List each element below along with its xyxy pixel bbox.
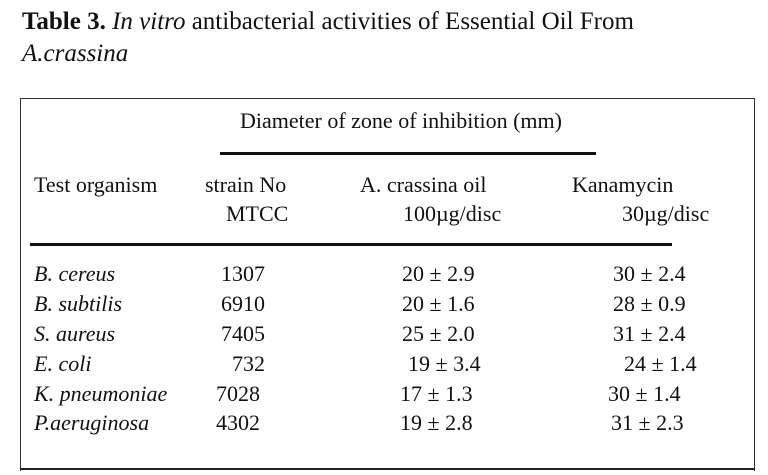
row-oil-value: 20 ± 2.9 (402, 261, 475, 286)
row-strain: 1307 (221, 261, 265, 286)
row-kanamycin-value: 28 ± 0.9 (613, 291, 686, 316)
row-oil-value: 25 ± 2.0 (402, 321, 475, 346)
row-kanamycin-value: 30 ± 1.4 (608, 381, 681, 406)
row-oil-value: 19 ± 2.8 (400, 410, 473, 435)
column-header-strain-line2: MTCC (226, 201, 289, 226)
row-organism: P.aeruginosa (34, 410, 150, 435)
column-header-oil-line2: 100µg/disc (403, 201, 502, 226)
row-strain: 6910 (221, 291, 265, 316)
row-organism: E. coli (34, 351, 92, 376)
row-kanamycin-value: 31 ± 2.4 (613, 321, 686, 346)
row-strain: 732 (232, 351, 265, 376)
table-caption: Table 3. In vitro antibacterial activiti… (22, 6, 762, 70)
row-organism: B. cereus (34, 261, 116, 286)
group-header: Diameter of zone of inhibition (mm) (240, 108, 562, 133)
column-header-kanamycin-line2: 30µg/disc (622, 201, 710, 226)
column-header-organism: Test organism (34, 172, 158, 197)
row-kanamycin-value: 30 ± 2.4 (613, 261, 686, 286)
row-oil-value: 17 ± 1.3 (400, 381, 473, 406)
table-frame (20, 98, 755, 471)
row-strain: 7405 (221, 321, 265, 346)
row-oil-value: 19 ± 3.4 (408, 351, 481, 376)
row-oil-value: 20 ± 1.6 (402, 291, 475, 316)
row-strain: 7028 (216, 381, 260, 406)
column-header-kanamycin-line1: Kanamycin (572, 172, 674, 197)
caption-label: Table 3. (22, 8, 106, 35)
group-header-rule (220, 152, 596, 155)
column-header-oil-line1: A. crassina oil (360, 172, 487, 197)
row-organism: B. subtilis (34, 291, 123, 316)
header-rule (30, 243, 672, 246)
row-kanamycin-value: 24 ± 1.4 (624, 351, 697, 376)
column-header-strain-line1: strain No (205, 172, 287, 197)
row-organism: K. pneumoniae (34, 381, 168, 406)
caption-italic-part: In vitro (112, 8, 186, 35)
row-organism: S. aureus (34, 321, 116, 346)
row-kanamycin-value: 31 ± 2.3 (611, 410, 684, 435)
row-strain: 4302 (216, 410, 260, 435)
caption-text: antibacterial activities of Essential Oi… (185, 8, 634, 35)
table-bottom-border (20, 468, 755, 470)
caption-species: A.crassina (22, 40, 129, 67)
